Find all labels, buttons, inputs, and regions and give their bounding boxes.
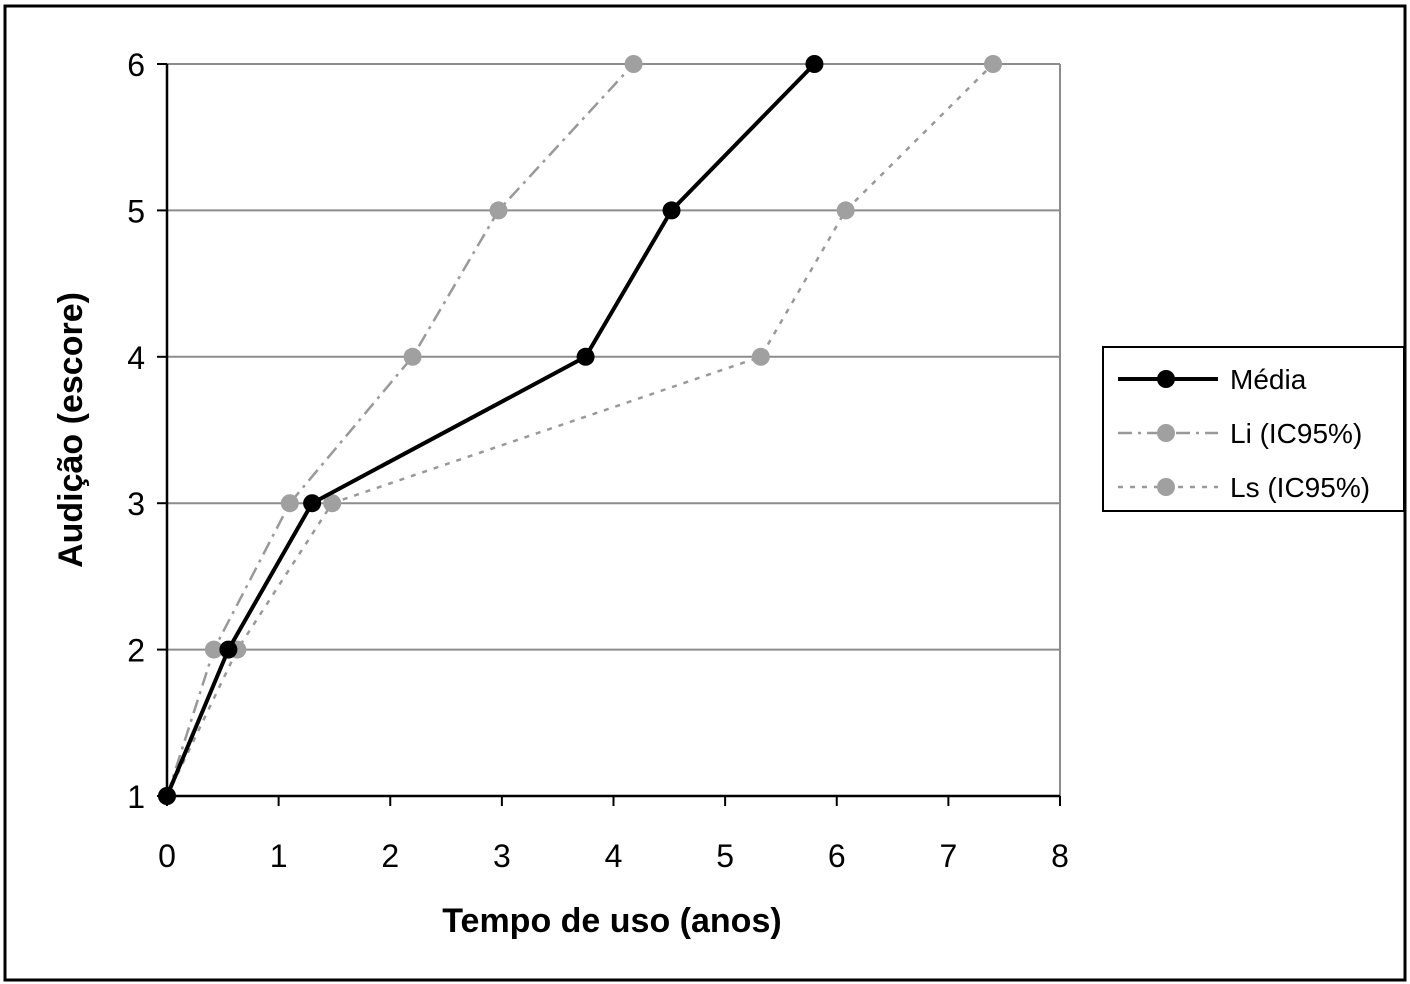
legend-box: [1102, 346, 1405, 512]
data-point-s0-1: [219, 640, 238, 659]
x-tick-label: 3: [493, 838, 511, 874]
data-point-s2-5: [984, 55, 1003, 73]
legend-label: Ls (IC95%): [1230, 472, 1370, 503]
data-point-s0-3: [576, 347, 595, 366]
x-axis-title: Tempo de uso (anos): [442, 902, 781, 940]
data-point-s0-4: [662, 201, 681, 220]
legend-marker-1: [1157, 424, 1175, 442]
series-line-2: [165, 63, 994, 797]
y-tick-label: 1: [127, 779, 145, 815]
data-point-s1-3: [403, 347, 422, 366]
data-point-s1-1: [204, 640, 223, 659]
data-point-s2-2: [323, 494, 342, 513]
y-tick-label: 6: [127, 47, 145, 83]
x-tick-label: 8: [1051, 838, 1069, 874]
y-tick-label: 4: [127, 340, 145, 376]
legend-marker-0: [1157, 370, 1175, 388]
data-point-s0-0: [158, 787, 176, 805]
data-point-s0-5: [805, 55, 824, 73]
y-tick-label: 3: [127, 486, 145, 522]
legend-label: Média: [1230, 364, 1307, 395]
y-axis-title: Audição (escore): [52, 292, 90, 568]
y-tick-labels: 1 2 3 4 5 6: [127, 47, 145, 815]
x-tick-label: 7: [939, 838, 957, 874]
x-tick-label: 1: [270, 838, 288, 874]
data-point-s2-4: [836, 201, 855, 220]
data-point-s1-5: [624, 55, 643, 73]
series-line-1: [165, 63, 635, 797]
x-tick-label: 2: [381, 838, 399, 874]
legend-label: Li (IC95%): [1230, 418, 1362, 449]
series-line-0: [165, 62, 816, 797]
x-tick-labels: 0 1 2 3 4 5 6 7 8: [158, 838, 1069, 874]
data-point-s2-3: [751, 347, 770, 366]
series-group: [158, 55, 1003, 805]
data-point-s1-4: [489, 201, 508, 220]
x-tick-label: 5: [716, 838, 734, 874]
data-point-s1-2: [280, 494, 299, 513]
y-tick-label: 2: [127, 633, 145, 669]
x-tick-label: 6: [828, 838, 846, 874]
legend-marker-2: [1157, 478, 1175, 496]
x-tick-label: 0: [158, 838, 176, 874]
legend: Média Li (IC95%) Ls (IC95%): [1102, 346, 1405, 512]
data-point-s0-2: [303, 494, 322, 513]
y-tick-label: 5: [127, 193, 145, 229]
x-tick-label: 4: [605, 838, 623, 874]
